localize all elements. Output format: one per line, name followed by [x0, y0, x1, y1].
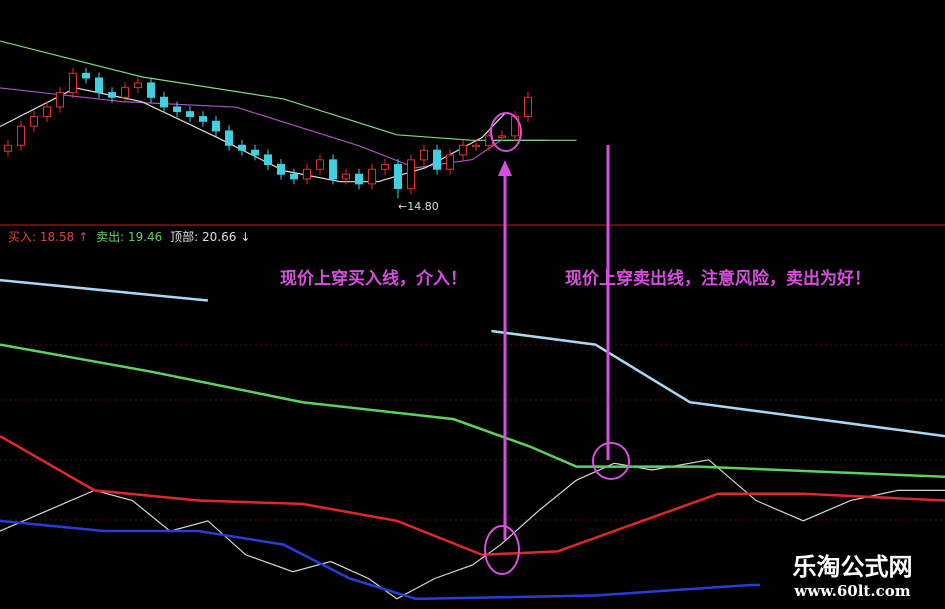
- candle-body: [498, 135, 506, 138]
- watermark: 乐淘公式网 www.60lt.com: [760, 552, 945, 609]
- buy-circle-marker: [490, 112, 522, 152]
- candle-body: [329, 159, 337, 180]
- buy-cross-circle: [484, 525, 520, 575]
- watermark-url: www.60lt.com: [794, 582, 911, 600]
- candle-body: [108, 92, 116, 98]
- candle-body: [160, 96, 168, 108]
- buy-annotation: 现价上穿买入线，介入！: [280, 269, 467, 289]
- candle-body: [225, 130, 233, 146]
- candle-body: [277, 164, 285, 175]
- candle-body: [95, 77, 103, 94]
- candle-body: [355, 173, 363, 185]
- candle-body: [394, 164, 402, 190]
- candle-body: [43, 106, 51, 118]
- buy-label: 买入: 18.58: [8, 230, 75, 244]
- moving-average-line: [0, 87, 502, 169]
- indicator-legend: 买入: 18.58 ↑ 卖出: 19.46 顶部: 20.66 ↓: [8, 230, 251, 244]
- candle-body: [524, 96, 532, 118]
- candle-body: [264, 154, 272, 166]
- candle-body: [368, 168, 376, 185]
- candle-body: [56, 92, 64, 108]
- candle-body: [4, 144, 12, 152]
- candle-body: [82, 72, 90, 79]
- candle-body: [121, 87, 129, 98]
- candle-body: [420, 149, 428, 161]
- candle-body: [433, 149, 441, 170]
- sell-label: 卖出: 19.46: [96, 230, 163, 244]
- arrow-up-icon: [498, 160, 512, 176]
- candle-body: [134, 82, 142, 89]
- candle-body: [186, 111, 194, 118]
- candle-body: [303, 168, 311, 180]
- candle-body: [199, 116, 207, 122]
- candle-body: [459, 144, 467, 156]
- watermark-title: 乐淘公式网: [792, 553, 913, 581]
- moving-average-line: [0, 87, 507, 183]
- candle-body: [30, 116, 38, 127]
- sell-annotation: 现价上穿卖出线，注意风险，卖出为好！: [565, 269, 871, 289]
- indicator-line: [0, 459, 945, 600]
- sell-cross-circle: [592, 442, 630, 480]
- candle-body: [316, 159, 324, 170]
- indicator-line: [491, 329, 945, 438]
- indicator-line: [0, 343, 945, 479]
- candle-body: [381, 164, 389, 170]
- candle-body: [407, 159, 415, 190]
- candle-body: [17, 125, 25, 146]
- candle-body: [342, 173, 350, 180]
- candle-body: [251, 149, 259, 156]
- candle-body: [212, 120, 220, 132]
- candle-body: [147, 82, 155, 98]
- low-price-label: ←14.80: [398, 200, 439, 213]
- indicator-line: [0, 519, 945, 601]
- top-label: 顶部: 20.66: [170, 230, 237, 244]
- candle-body: [69, 72, 77, 94]
- candle-body: [173, 106, 181, 113]
- candle-body: [446, 154, 454, 170]
- candle-body: [290, 173, 298, 180]
- moving-average-line: [0, 40, 549, 141]
- indicator-line: [0, 435, 945, 557]
- candle-body: [472, 144, 480, 148]
- candle-body: [238, 144, 246, 151]
- indicator-line: [0, 278, 209, 302]
